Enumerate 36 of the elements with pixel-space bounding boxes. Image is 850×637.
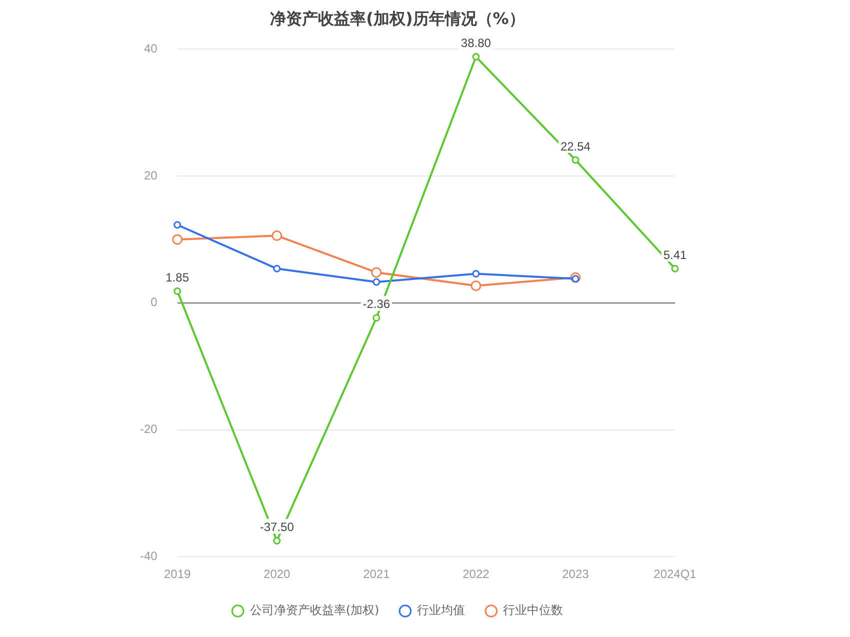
y-tick-label: 0 <box>150 295 158 310</box>
data-label: 38.80 <box>460 36 492 50</box>
point <box>172 234 183 245</box>
point <box>671 264 679 272</box>
x-tick-label: 2023 <box>562 567 590 582</box>
point <box>372 314 380 322</box>
y-tick-label: 40 <box>144 42 158 56</box>
chart-title: 净资产收益率(加权)历年情况（%） <box>270 8 525 28</box>
point <box>272 230 282 241</box>
legend-label: 行业均值 <box>417 603 466 618</box>
data-label: 5.41 <box>663 248 687 262</box>
point <box>372 278 380 286</box>
data-label: 1.85 <box>166 270 190 284</box>
x-tick-label: 2022 <box>462 567 490 582</box>
point <box>472 270 480 278</box>
data-label: -37.50 <box>260 520 294 534</box>
x-tick-label: 2020 <box>264 567 291 582</box>
point <box>472 53 480 61</box>
x-tick-label: 2021 <box>363 567 390 582</box>
point <box>174 221 182 229</box>
point <box>572 156 580 164</box>
y-tick-label: -40 <box>140 548 158 563</box>
point <box>174 287 182 295</box>
point <box>371 267 382 278</box>
y-tick-label: -20 <box>140 422 158 436</box>
y-tick-label: 20 <box>144 168 158 182</box>
legend-label: 公司净资产收益率(加权) <box>250 603 380 618</box>
x-tick-label: 2019 <box>164 567 192 582</box>
point <box>470 280 482 292</box>
data-label: -2.36 <box>362 297 390 312</box>
point <box>273 536 281 544</box>
point <box>572 275 580 283</box>
point <box>273 264 281 272</box>
x-tick-label: 2024Q1 <box>654 567 697 582</box>
data-label: 22.54 <box>560 139 591 154</box>
legend-label: 行业中位数 <box>503 603 564 618</box>
